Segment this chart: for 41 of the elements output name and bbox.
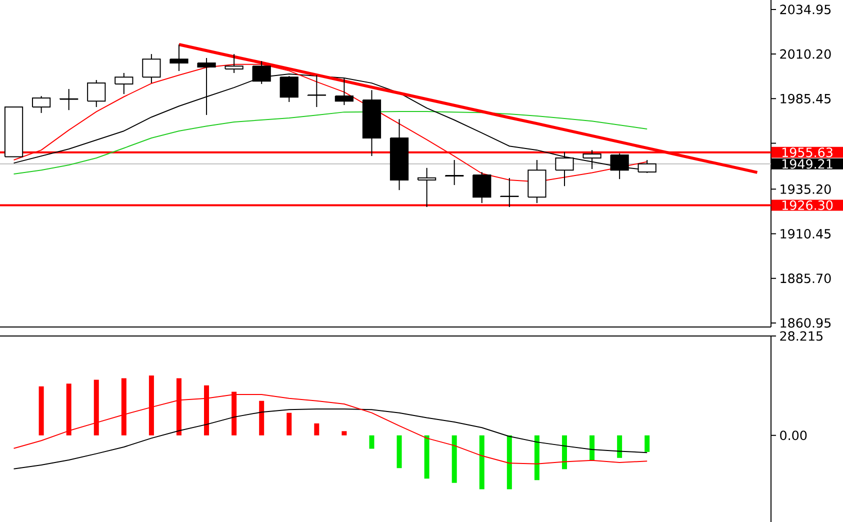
candlestick [500, 178, 519, 208]
y-tick-label: 1910.45 [780, 228, 831, 239]
candlestick [445, 159, 464, 186]
y-tick-label: 28.215 [780, 331, 822, 341]
bar [342, 431, 347, 436]
y-tick-label: 2034.95 [780, 4, 831, 14]
y-tick-label: 0.00 [780, 430, 807, 440]
bar [644, 435, 650, 452]
candlestick [334, 78, 354, 106]
candlestick [142, 54, 161, 84]
candlestick [32, 96, 51, 114]
bar [38, 386, 44, 436]
ref-line-label: 1949.21 [782, 159, 832, 169]
bar [259, 400, 264, 436]
candlestick [417, 167, 436, 208]
bar [424, 435, 430, 479]
bar [452, 435, 457, 483]
bar [479, 435, 484, 490]
candlestick [224, 54, 244, 74]
bar [396, 435, 402, 468]
bar [617, 435, 622, 458]
candlestick [87, 79, 106, 108]
line-series [13, 408, 648, 470]
y-tick-label: 1985.45 [780, 94, 831, 104]
y-tick-label: 1860.95 [780, 318, 831, 328]
bar [369, 435, 374, 449]
bar [590, 435, 595, 461]
y-tick-label: 1885.70 [780, 274, 831, 284]
bar [562, 435, 567, 470]
y-tick-label: 2010.20 [780, 49, 831, 59]
candlestick [114, 72, 134, 95]
bar [506, 435, 512, 490]
ref-line-label: 1955.63 [782, 148, 832, 158]
bar [534, 435, 540, 480]
candlestick [60, 88, 78, 111]
candlestick [170, 44, 188, 72]
y-tick-label: 1935.20 [780, 184, 831, 194]
candlestick [472, 172, 492, 204]
ref-line-label: 1926.30 [782, 200, 833, 210]
bar [286, 412, 292, 436]
bar [314, 423, 320, 436]
